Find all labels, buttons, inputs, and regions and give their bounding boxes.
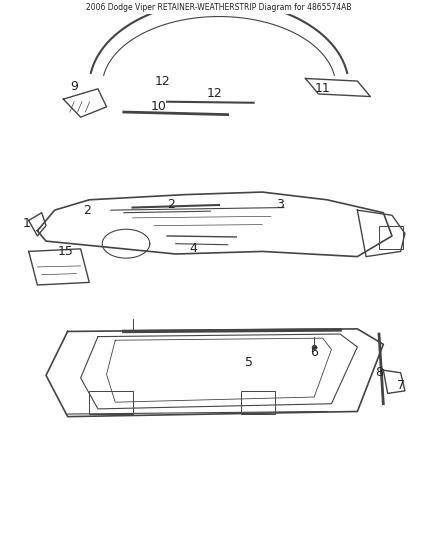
Text: 4: 4 — [189, 243, 197, 255]
Text: 12: 12 — [207, 87, 223, 100]
Text: 2: 2 — [83, 204, 91, 216]
Text: 9: 9 — [70, 80, 78, 93]
Bar — [240, 391, 275, 414]
Title: 2006 Dodge Viper RETAINER-WEATHERSTRIP Diagram for 4865574AB: 2006 Dodge Viper RETAINER-WEATHERSTRIP D… — [86, 3, 352, 12]
Text: 1: 1 — [23, 216, 31, 230]
Text: 3: 3 — [276, 198, 283, 212]
Text: 6: 6 — [310, 345, 318, 359]
Text: 8: 8 — [375, 366, 383, 379]
Text: 11: 11 — [315, 82, 331, 95]
Bar — [89, 391, 133, 414]
Text: 5: 5 — [245, 356, 253, 369]
Text: 10: 10 — [151, 100, 166, 114]
Text: 15: 15 — [57, 245, 74, 258]
Text: 12: 12 — [155, 75, 171, 87]
Bar — [379, 225, 403, 249]
Text: 2: 2 — [167, 198, 175, 212]
Text: 7: 7 — [397, 379, 405, 392]
